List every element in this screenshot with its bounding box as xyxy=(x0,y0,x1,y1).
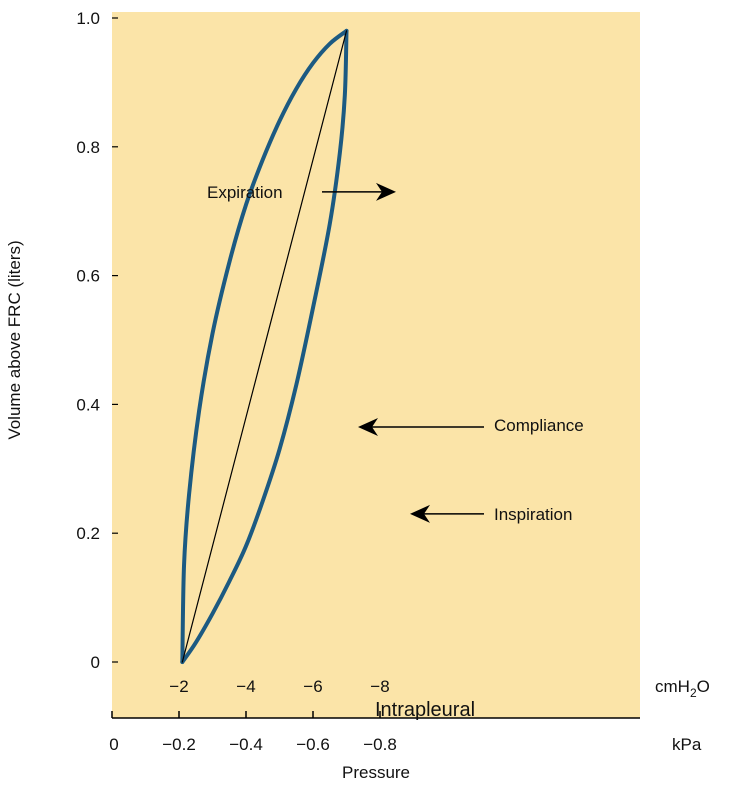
annotation-compliance-label: Compliance xyxy=(494,416,584,435)
y-axis-title: Volume above FRC (liters) xyxy=(5,240,24,439)
y-axis: 0 0.2 0.4 0.6 0.8 1.0 xyxy=(76,9,118,672)
y-tick-label: 0 xyxy=(91,653,100,672)
cmh2o-unit-tail: O xyxy=(697,677,710,696)
annotation-expiration-label: Expiration xyxy=(207,183,283,202)
y-tick-label: 0.4 xyxy=(76,395,100,414)
x-axis-sublabel: Intrapleural xyxy=(375,699,475,721)
series-inspiration-line xyxy=(180,28,349,664)
y-tick-label: 0.8 xyxy=(76,138,100,157)
x-tick-label-kpa: −0.6 xyxy=(296,735,330,754)
plot-background xyxy=(112,12,640,718)
cmh2o-unit-main: cmH xyxy=(655,677,690,696)
kpa-unit-label: kPa xyxy=(672,735,702,754)
x-tick-label-kpa: 0 xyxy=(109,735,118,754)
y-tick-label: 0.2 xyxy=(76,524,100,543)
annotation-expiration-arrowhead xyxy=(376,182,396,201)
series-layer xyxy=(180,28,349,664)
y-tick-label: 1.0 xyxy=(76,9,100,28)
x-axis-title: Pressure xyxy=(342,763,410,782)
x-tick-label-cmh2o: −2 xyxy=(169,677,188,696)
annotation-inspiration-arrowhead xyxy=(410,504,430,523)
x-tick-label-cmh2o: −4 xyxy=(236,677,255,696)
x-tick-label-kpa: −0.4 xyxy=(229,735,263,754)
series-compliance-line xyxy=(181,30,348,663)
x-axis: −2 −4 −6 −8 0 −0.2 −0.4 −0.6 −0.8 xyxy=(109,677,640,754)
annotation-inspiration-label: Inspiration xyxy=(494,505,572,524)
cmh2o-unit-subscript: 2 xyxy=(690,686,697,700)
annotation-layer: Expiration Compliance Inspiration xyxy=(207,182,584,524)
x-tick-label-cmh2o: −6 xyxy=(303,677,322,696)
annotation-compliance-arrowhead xyxy=(358,417,378,436)
x-tick-label-cmh2o: −8 xyxy=(370,677,389,696)
cmh2o-unit-label: cmH2O xyxy=(655,677,710,700)
x-tick-label-kpa: −0.8 xyxy=(363,735,397,754)
series-expiration-line xyxy=(180,28,349,664)
x-tick-label-kpa: −0.2 xyxy=(162,735,196,754)
y-tick-label: 0.6 xyxy=(76,267,100,286)
